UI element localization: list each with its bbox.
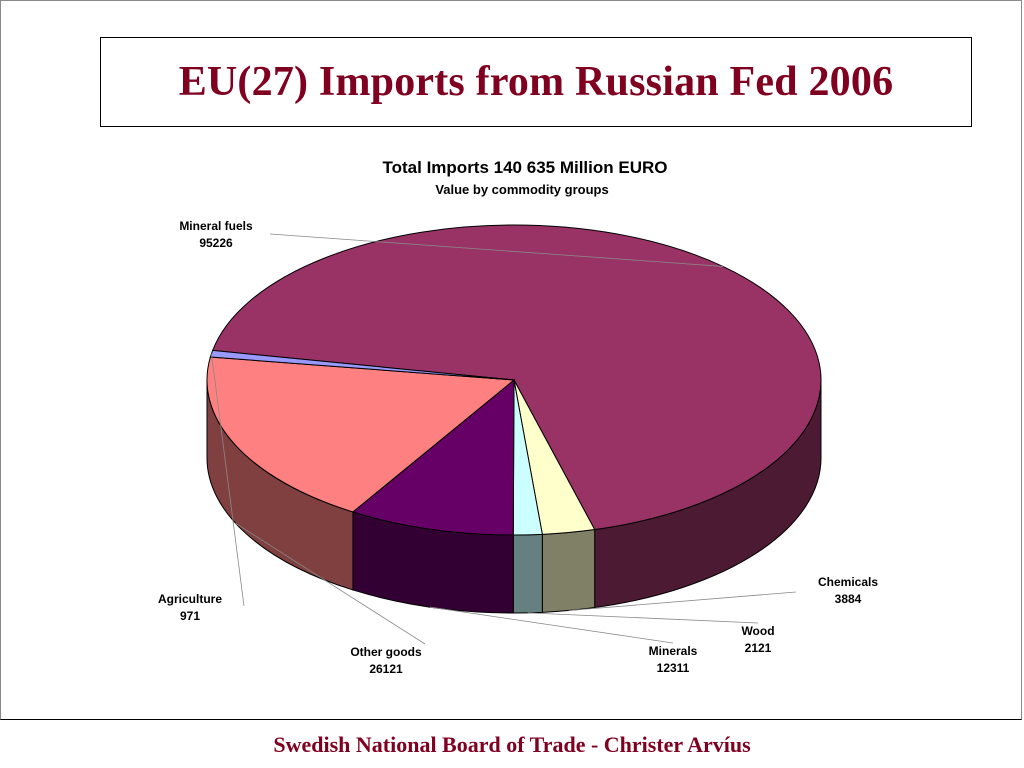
slice-minerals [351, 378, 515, 536]
footer: Swedish National Board of Trade - Christ… [0, 722, 1024, 768]
slice-other-goods [206, 356, 516, 513]
leader-line-agriculture [211, 353, 245, 607]
slide-title-box: EU(27) Imports from Russian Fed 2006 [100, 37, 972, 127]
leader-line-mineral-fuels [269, 233, 723, 267]
slide-title: EU(27) Imports from Russian Fed 2006 [178, 59, 894, 105]
chart-title: Total Imports 140 635 Million EURO [383, 158, 668, 177]
slice-labels: Mineral fuels 95226 Chemicals 3884 Wood 2121 M… [158, 219, 878, 676]
slice-side-wood [512, 533, 543, 614]
leader-line-chemicals [568, 591, 797, 611]
slice-value-wood: 2121 [745, 641, 772, 655]
slice-label-other-goods: Other goods [350, 645, 422, 659]
slice-label-chemicals: Chemicals [818, 575, 878, 589]
pie-sides [206, 379, 822, 614]
slice-value-mineral-fuels: 95226 [199, 236, 233, 250]
slice-value-chemicals: 3884 [835, 592, 862, 606]
slice-label-agriculture: Agriculture [158, 592, 222, 606]
leader-line-other-goods [235, 522, 426, 645]
slice-value-other-goods: 26121 [369, 662, 403, 676]
pie-slices [206, 224, 822, 536]
slice-side-chemicals [541, 528, 596, 613]
leader-lines [211, 233, 797, 645]
leader-line-minerals [429, 606, 674, 644]
footer-credit: Swedish National Board of Trade - Christ… [273, 732, 751, 757]
slice-value-agriculture: 971 [180, 609, 200, 623]
slide-frame [0, 0, 1022, 720]
leader-line-wood [527, 612, 759, 624]
slice-value-minerals: 12311 [657, 661, 690, 675]
slice-label-wood: Wood [741, 624, 774, 638]
slice-label-minerals: Minerals [649, 644, 698, 658]
pie-chart: Total Imports 140 635 Million EURO Value… [158, 158, 878, 676]
chart-subtitle: Value by commodity groups [435, 182, 608, 197]
slice-label-mineral-fuels: Mineral fuels [179, 219, 253, 233]
